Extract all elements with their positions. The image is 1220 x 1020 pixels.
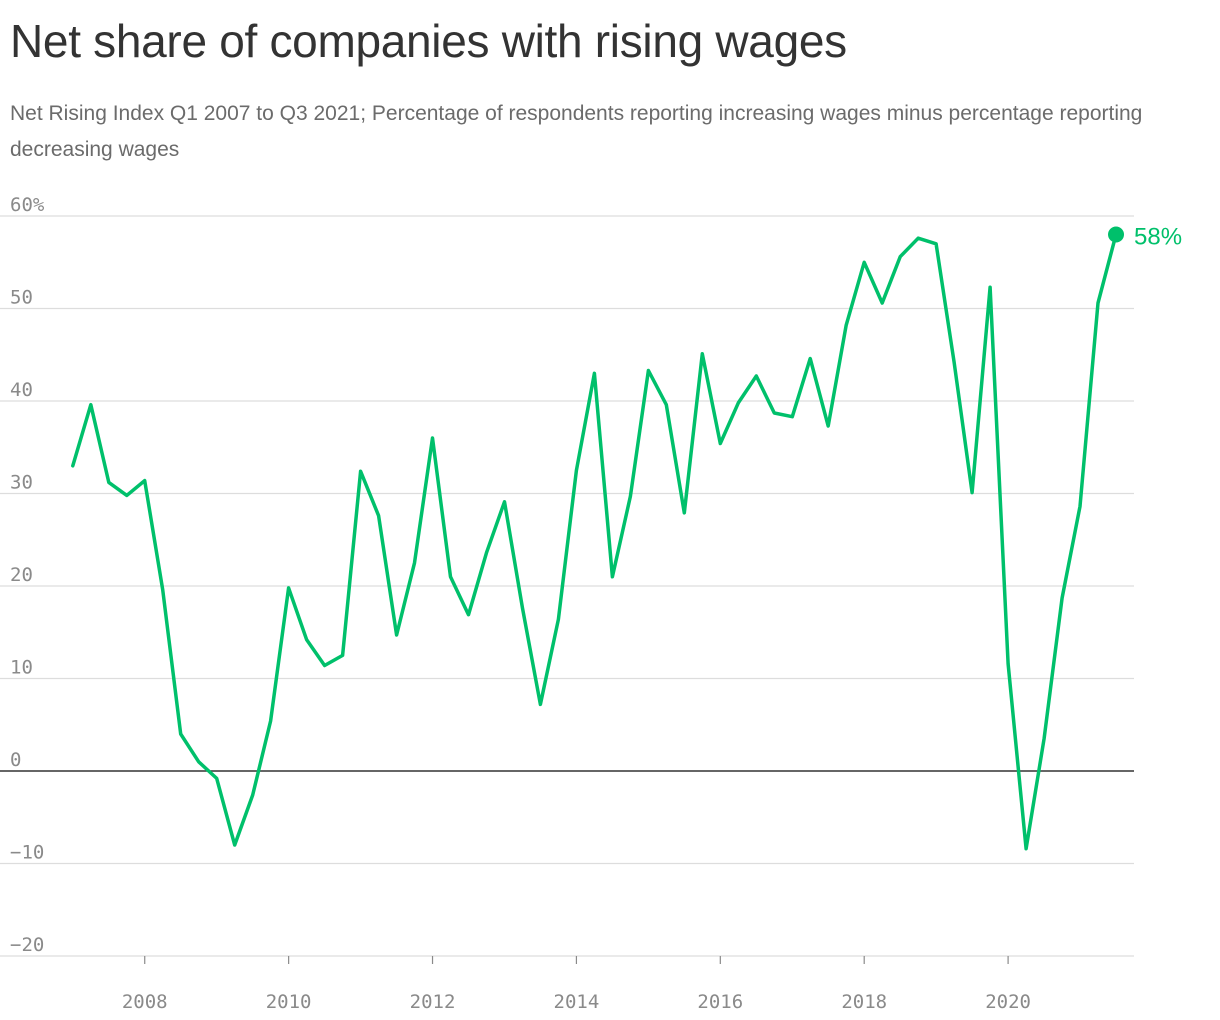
y-tick-label: 30 bbox=[10, 472, 33, 494]
series-line bbox=[71, 232, 1118, 851]
x-tick-label: 2016 bbox=[697, 991, 743, 1013]
x-tick-label: 2020 bbox=[985, 991, 1031, 1013]
chart-subtitle: Net Rising Index Q1 2007 to Q3 2021; Per… bbox=[10, 102, 1143, 161]
end-point-marker bbox=[1108, 226, 1125, 243]
y-tick-label: −10 bbox=[10, 842, 44, 864]
x-axis: 2008 2010 2012 2014 2016 2018 2020 bbox=[122, 956, 1031, 1013]
x-tick-label: 2014 bbox=[554, 991, 600, 1013]
series: 58% bbox=[71, 224, 1182, 851]
end-value-label: 58% bbox=[1134, 224, 1182, 251]
x-tick-label: 2018 bbox=[841, 991, 887, 1013]
x-tick-label: 2012 bbox=[410, 991, 456, 1013]
y-axis: −20 −10 0 10 20 30 40 50 60% bbox=[10, 194, 45, 956]
y-tick-label: 10 bbox=[10, 657, 33, 679]
y-tick-label: 60% bbox=[10, 194, 45, 216]
y-tick-label: −20 bbox=[10, 934, 44, 956]
y-tick-label: 40 bbox=[10, 379, 33, 401]
chart-title: Net share of companies with rising wages bbox=[10, 15, 847, 67]
x-tick-label: 2010 bbox=[266, 991, 312, 1013]
x-tick-label: 2008 bbox=[122, 991, 168, 1013]
y-tick-label: 0 bbox=[10, 749, 21, 771]
gridlines bbox=[0, 215, 1134, 957]
y-tick-label: 20 bbox=[10, 564, 33, 586]
y-tick-label: 50 bbox=[10, 287, 33, 309]
